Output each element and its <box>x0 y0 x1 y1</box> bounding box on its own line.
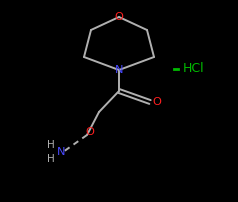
Text: H: H <box>47 140 55 150</box>
Text: HCl: HCl <box>183 62 205 76</box>
Text: H: H <box>47 154 55 164</box>
Text: O: O <box>86 127 94 137</box>
Text: O: O <box>114 12 124 22</box>
Text: N: N <box>115 65 123 75</box>
Text: N: N <box>57 147 65 157</box>
Text: O: O <box>153 97 161 107</box>
